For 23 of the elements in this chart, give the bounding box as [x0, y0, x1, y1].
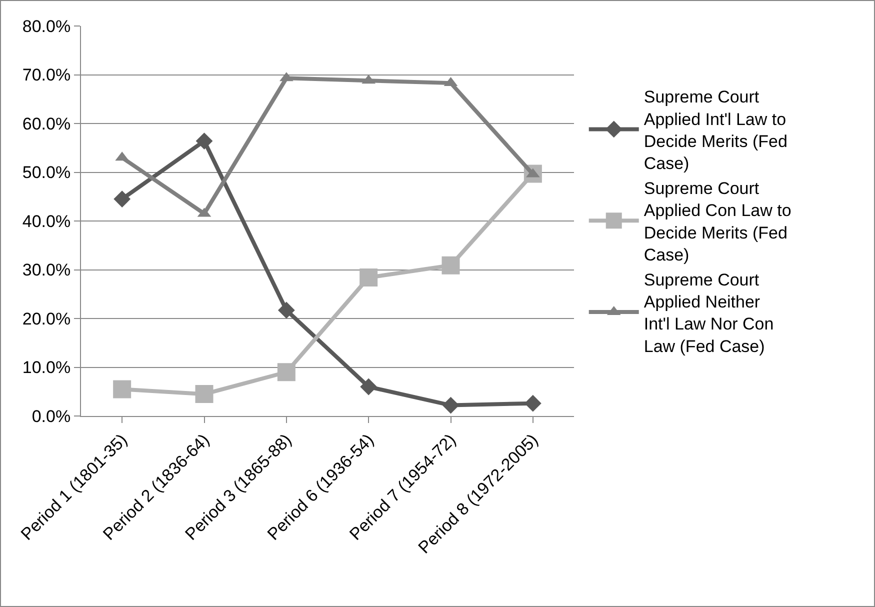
point: [360, 378, 378, 396]
y-tick-label: 30.0%: [22, 260, 71, 280]
y-tick-label: 20.0%: [22, 309, 71, 328]
y-tick-label: 80.0%: [22, 16, 71, 36]
point: [442, 256, 460, 274]
point: [195, 385, 214, 404]
y-tick-label: 70.0%: [22, 66, 71, 85]
legend-label: Supreme Court Applied Int'l Law to Decide Merits (Fed Case): [644, 88, 788, 173]
point: [277, 363, 296, 382]
point: [524, 394, 542, 412]
y-tick-label: 60.0%: [22, 114, 71, 134]
y-tick-label: 10.0%: [22, 358, 71, 378]
point: [278, 302, 295, 319]
point: [360, 268, 378, 287]
point: [113, 380, 132, 398]
point: [114, 190, 131, 208]
y-tick-label: 40.0%: [22, 212, 71, 231]
point: [442, 396, 460, 414]
y-tick-label: 50.0%: [22, 163, 71, 182]
point: [196, 132, 213, 150]
legend-label: Supreme Court Applied Neither Int'l Law Nor Con Law (Fed Case): [644, 270, 774, 356]
legend-label: Supreme Court Applied Con Law to Decide Merits (Fed Case): [644, 179, 792, 264]
y-tick-label: 0.0%: [32, 406, 71, 426]
